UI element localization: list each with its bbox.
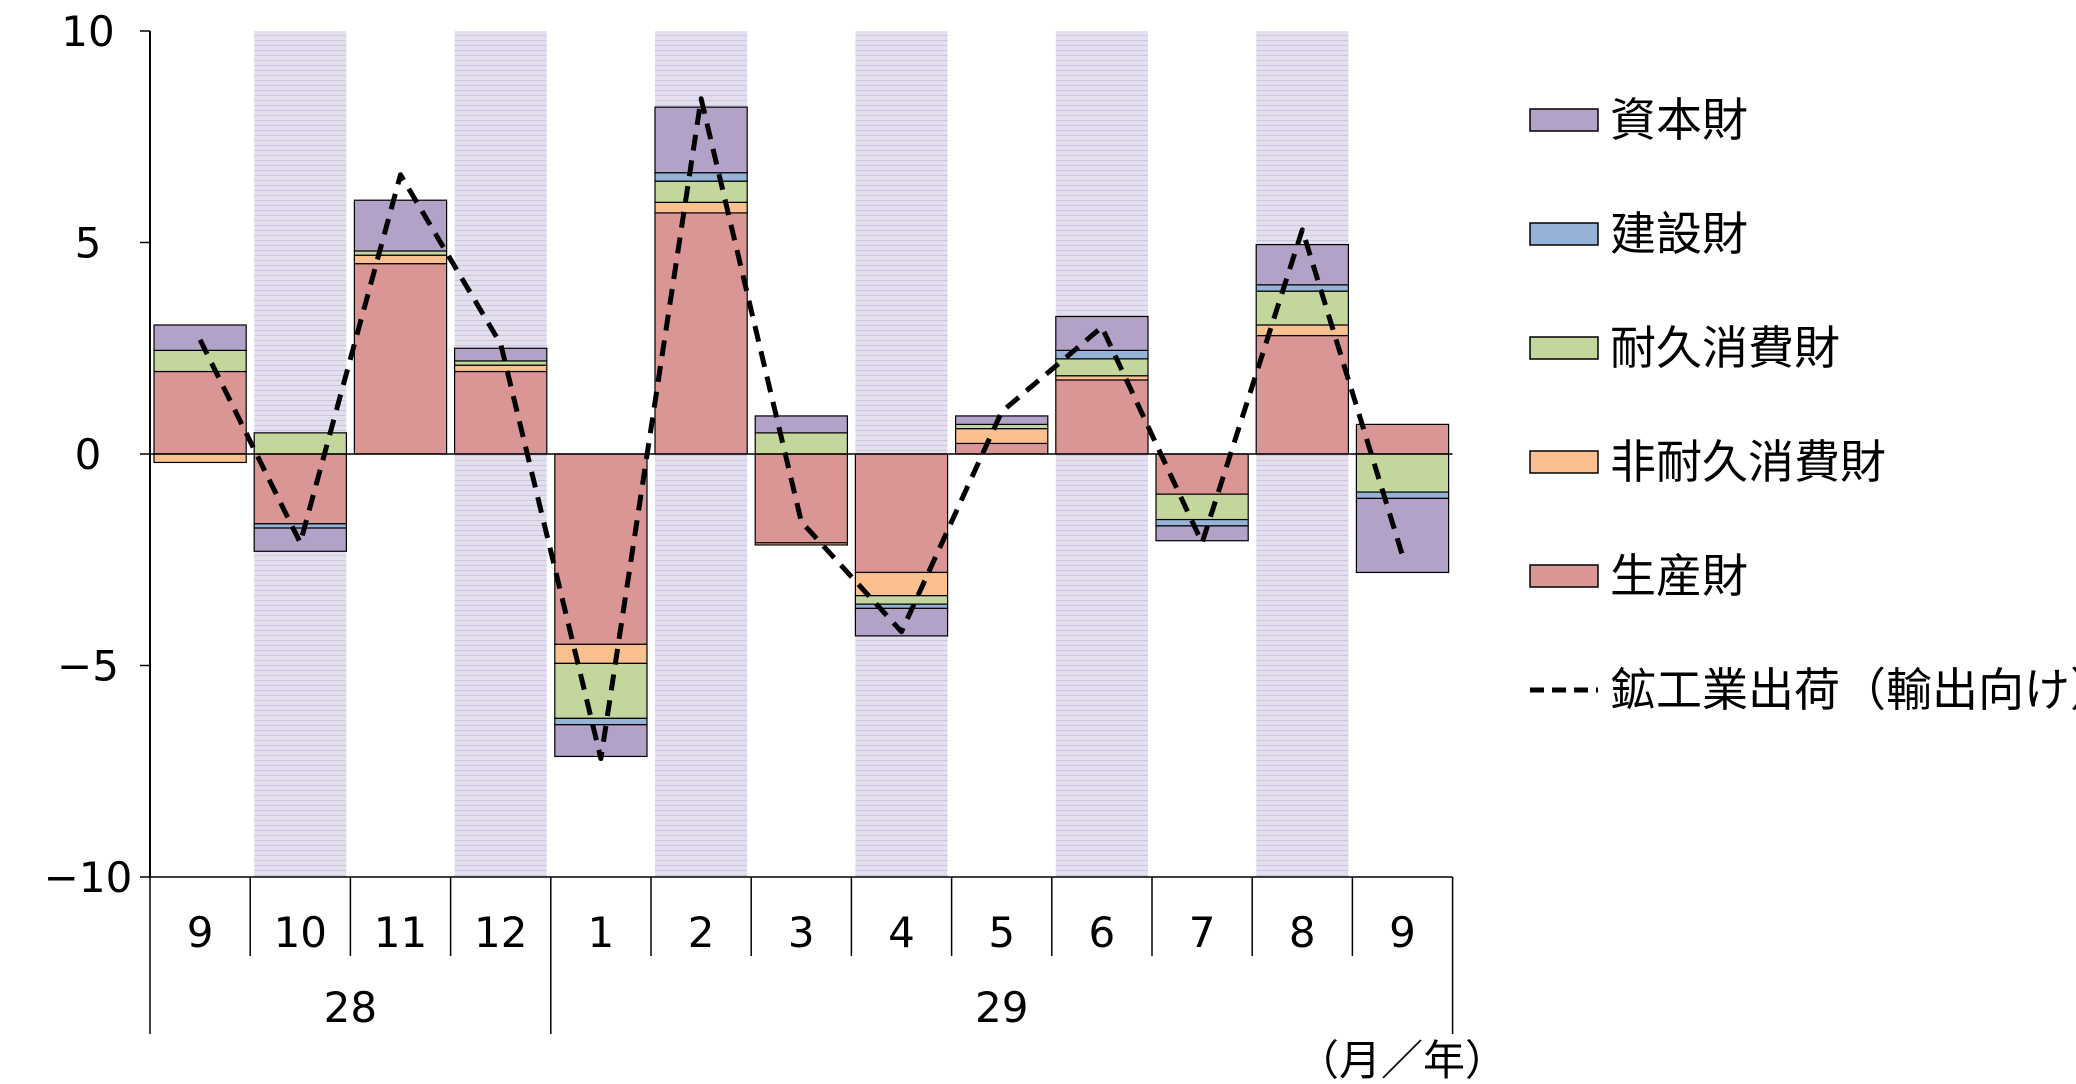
bar-segment-3-5 [654,172,748,182]
bar-segment-0-3 [454,370,548,455]
bar-segment-4-6 [754,415,849,434]
bar-segment-2-11 [1255,290,1349,326]
legend-label: 鉱工業出荷（輸出向け） [1610,663,2076,717]
x-tick-label: 12 [474,908,527,957]
bar-segment-4-0 [153,324,247,351]
bar-segment-3-10 [1155,518,1249,527]
bar-segment-2-12 [1355,453,1450,493]
y-tick-label: −5 [57,642,119,691]
bar-segment-2-1 [253,432,347,455]
bar-segment-2-6 [754,432,849,455]
bar-segment-0-6 [754,453,849,544]
bar-segment-1-7 [854,571,949,597]
legend-swatch [1529,108,1599,132]
bar-segment-3-12 [1355,491,1450,500]
bar-segment-1-6 [754,542,849,546]
x-axis-unit-label: （月／年） [1297,1036,1507,1084]
x-tick-label: 1 [588,908,615,957]
y-tick-label: 5 [75,219,102,268]
bar-segment-2-0 [153,349,247,373]
bar-segment-2-9 [1055,358,1149,377]
legend-swatch [1529,336,1599,360]
bar-segment-1-4 [554,643,648,664]
legend-swatch [1529,222,1599,246]
export-shipments-line [197,96,1405,762]
bar-segment-1-8 [954,428,1049,445]
y-tick-label: 10 [61,7,114,56]
year-label: 28 [324,983,377,1032]
bar-segment-1-5 [654,201,748,214]
bar-segment-2-5 [654,180,748,203]
bar-segment-1-9 [1055,375,1149,381]
bar-segment-3-7 [854,603,949,609]
bar-segment-1-0 [153,453,247,464]
x-tick-label: 9 [187,908,214,957]
x-tick-label: 11 [374,908,427,957]
x-tick-label: 3 [788,908,815,957]
legend-label: 非耐久消費財 [1610,435,1886,489]
y-tick-label: 0 [75,430,102,479]
bar-segment-0-0 [153,370,247,455]
bar-segment-3-4 [554,717,648,726]
legend-label: 建設財 [1610,207,1748,261]
bar-segment-4-2 [353,199,448,252]
bar-segment-4-9 [1055,315,1149,351]
y-tick-label: −10 [44,853,133,902]
x-tick-label: 4 [888,908,915,957]
bar-segment-2-8 [954,423,1049,430]
bar-segment-4-12 [1355,497,1450,574]
bar-segment-2-10 [1155,493,1249,521]
bar-segment-0-11 [1255,334,1349,455]
x-tick-label: 5 [988,908,1015,957]
axes [140,30,1454,1034]
legend-label: 資本財 [1610,93,1748,147]
x-axis-tick-labels: 9 10 11 12 1 2 3 4 5 6 7 8 928 29 [187,908,1416,1032]
stacked-bars [153,106,1450,758]
bar-segment-2-2 [353,250,448,256]
line-series-export-shipments [197,96,1405,762]
bar-segment-0-5 [654,212,748,455]
legend-label: 耐久消費財 [1610,321,1840,375]
bar-segment-2-3 [454,360,548,366]
legend-swatch [1529,564,1599,588]
legend-swatch [1529,450,1599,474]
bar-segment-1-3 [454,364,548,373]
bar-segment-1-2 [353,254,448,265]
legend-label: 生産財 [1610,549,1748,603]
x-tick-label: 8 [1289,908,1316,957]
bar-segment-0-1 [253,453,347,525]
y-axis-tick-labels: 10 5 0 −5 −10 [44,7,133,902]
bar-segment-4-5 [654,106,748,174]
bar-segment-0-8 [954,442,1049,455]
x-tick-label: 10 [274,908,327,957]
bar-segment-2-4 [554,662,648,719]
x-tick-label: 2 [688,908,715,957]
year-label: 29 [975,983,1028,1032]
x-tick-label: 7 [1189,908,1216,957]
bar-segment-4-11 [1255,244,1349,286]
bar-segment-0-7 [854,453,949,574]
bar-segment-3-1 [253,523,347,529]
bar-segment-3-11 [1255,284,1349,292]
x-tick-label: 9 [1389,908,1416,957]
bar-segment-2-7 [854,595,949,605]
x-tick-label: 6 [1089,908,1116,957]
bar-segment-0-2 [353,263,448,455]
